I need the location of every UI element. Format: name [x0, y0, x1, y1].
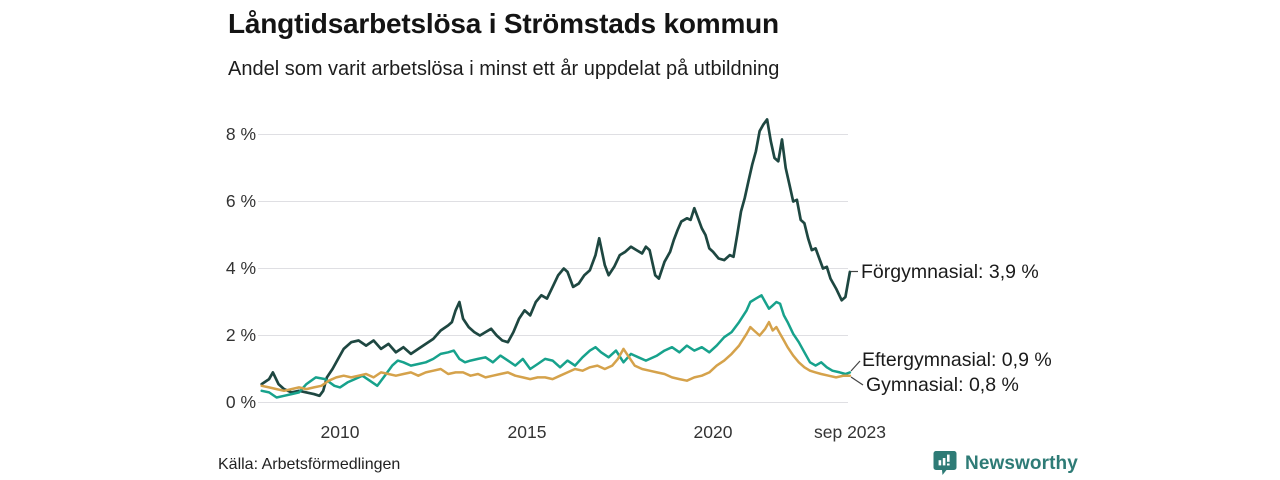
newsworthy-logo-icon: [933, 451, 957, 475]
y-tick-label: 4 %: [225, 257, 256, 278]
chart-subtitle: Andel som varit arbetslösa i minst ett å…: [228, 58, 780, 80]
y-tick-label: 2 %: [225, 324, 256, 345]
x-tick-label: 2015: [507, 422, 547, 442]
series-end-label-eftergymnasial: Eftergymnasial: 0,9 %: [862, 349, 1052, 371]
newsworthy-brand: Newsworthy: [933, 450, 1078, 477]
page-title: Långtidsarbetslösa i Strömstads kommun: [228, 8, 779, 39]
x-tick-label: sep 2023: [813, 422, 887, 442]
label-connector: [850, 376, 864, 386]
source-note: Källa: Arbetsförmedlingen: [218, 456, 401, 473]
y-tick-label: 0 %: [225, 391, 256, 412]
newsworthy-wordmark: Newsworthy: [965, 452, 1078, 474]
y-tick-label: 8 %: [225, 123, 256, 144]
series-line-gymnasial: [260, 320, 852, 393]
series-end-label-gymnasial: Gymnasial: 0,8 %: [866, 374, 1019, 396]
label-connector: [850, 360, 861, 372]
series-line-förgymnasial: [260, 118, 852, 398]
y-tick-label: 6 %: [225, 190, 256, 211]
series-line-eftergymnasial: [260, 294, 852, 399]
series-end-label-forgymnasial: Förgymnasial: 3,9 %: [861, 261, 1039, 283]
x-tick-label: 2020: [693, 422, 733, 442]
x-tick-label: 2010: [320, 422, 360, 442]
